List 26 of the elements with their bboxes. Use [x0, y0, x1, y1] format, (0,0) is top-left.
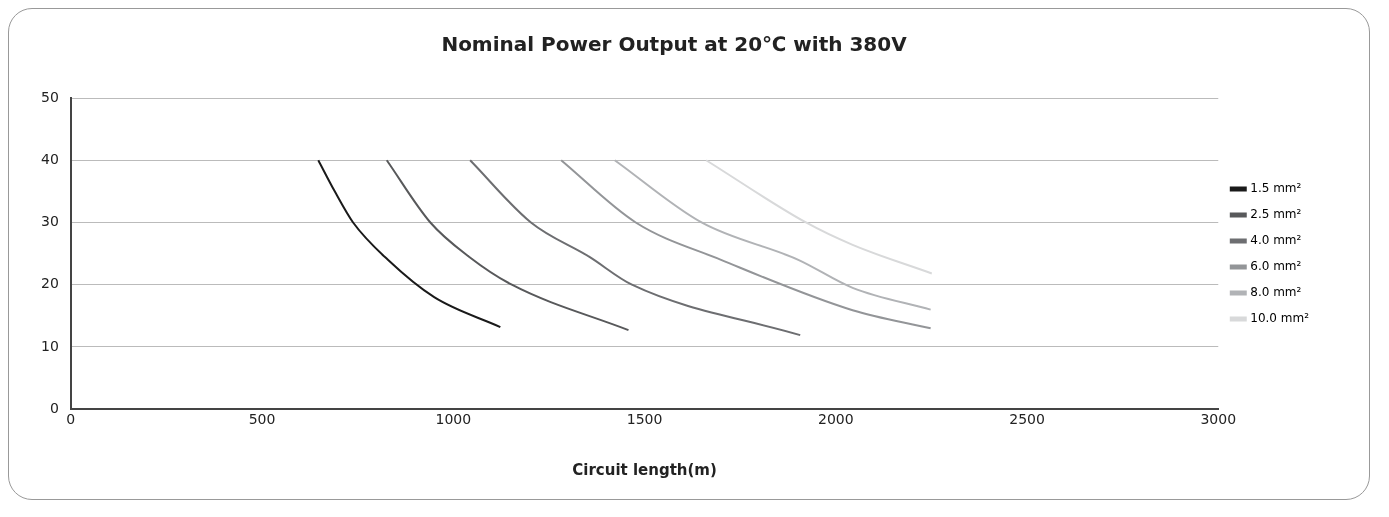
chart-title: Nominal Power Output at 20℃ with 380V: [441, 32, 908, 57]
y-tick-label: 20: [40, 275, 59, 292]
line-series: [317, 159, 502, 329]
line-series: [705, 159, 933, 275]
legend-label: 8.0 mm²: [1250, 285, 1302, 300]
x-tick-label: 0: [66, 411, 76, 428]
legend-label: 4.0 mm²: [1250, 233, 1302, 248]
y-tick-label: 10: [40, 337, 59, 354]
line-series: [385, 159, 630, 332]
x-tick-label: 1500: [626, 411, 663, 428]
y-tick-label: 40: [40, 150, 59, 167]
legend-label: 2.5 mm²: [1250, 207, 1302, 222]
y-tick-label: 30: [40, 213, 59, 230]
line-series: [469, 159, 802, 337]
x-tick-label: 1000: [435, 411, 472, 428]
x-tick-label: 500: [248, 411, 276, 428]
x-tick-label: 3000: [1200, 411, 1237, 428]
line-series: [560, 159, 932, 330]
legend-label: 10.0 mm²: [1250, 311, 1310, 326]
y-tick-label: 0: [49, 399, 59, 416]
x-axis-title: Circuit length(m): [572, 460, 717, 479]
legend-label: 1.5 mm²: [1250, 181, 1302, 196]
y-tick-label: 50: [40, 88, 59, 105]
x-tick-label: 2500: [1009, 411, 1045, 428]
x-tick-label: 2000: [817, 411, 854, 428]
legend-label: 6.0 mm²: [1250, 259, 1302, 274]
